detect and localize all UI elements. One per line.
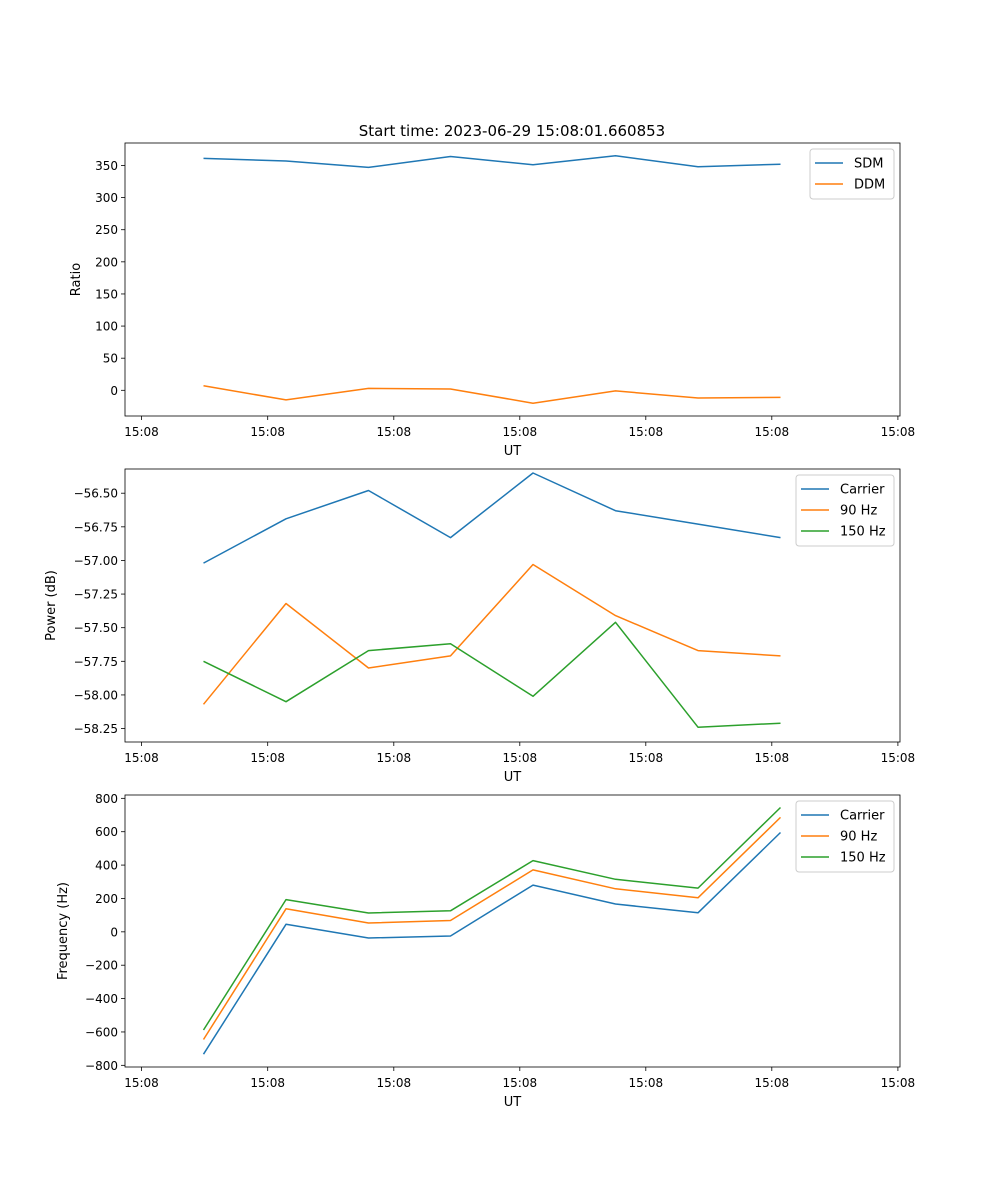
x-tick-label: 15:08 xyxy=(881,1076,916,1090)
y-tick-label: 200 xyxy=(95,892,118,906)
series-line-90-hz xyxy=(202,563,781,705)
y-axis-label: Frequency (Hz) xyxy=(56,882,71,980)
y-tick-label: −57.75 xyxy=(74,655,118,669)
x-tick-label: 15:08 xyxy=(755,1076,790,1090)
y-tick-label: −56.50 xyxy=(74,487,118,501)
y-tick-label: −600 xyxy=(85,1025,118,1039)
legend: SDM DDM xyxy=(809,148,895,200)
x-axis-label: UT xyxy=(504,770,522,785)
y-tick-label: 400 xyxy=(95,859,118,873)
y-tick-label: 0 xyxy=(110,925,118,939)
legend-box xyxy=(809,148,895,200)
chart-panel-1: 15:08 15:08 15:08 15:08 15:08 15:08 15:08 0 50 10… xyxy=(69,142,916,459)
x-tick-label: 15:08 xyxy=(629,751,664,765)
x-tick-label: 15:08 xyxy=(250,1076,285,1090)
legend-label: 150 Hz xyxy=(840,851,886,866)
y-tick-label: −58.00 xyxy=(74,688,118,702)
x-tick-label: 15:08 xyxy=(629,1076,664,1090)
y-tick-label: −56.75 xyxy=(74,520,118,534)
y-tick-label: −57.25 xyxy=(74,588,118,602)
y-tick-label: −200 xyxy=(85,959,118,973)
y-tick-label: 50 xyxy=(103,352,118,366)
x-tick-label: 15:08 xyxy=(881,751,916,765)
legend: Carrier 90 Hz 150 Hz xyxy=(795,474,895,547)
series-line-ddm xyxy=(203,385,781,404)
legend: Carrier 90 Hz 150 Hz xyxy=(795,800,895,873)
legend-box xyxy=(795,474,895,547)
y-tick-label: −57.00 xyxy=(74,554,118,568)
x-tick-label: 15:08 xyxy=(503,751,538,765)
y-tick-label: 0 xyxy=(110,384,118,398)
series-line-carrier xyxy=(203,472,781,564)
axes-frame xyxy=(124,794,901,1068)
x-tick-label: 15:08 xyxy=(124,425,159,439)
legend-label: 90 Hz xyxy=(840,504,877,519)
y-tick-label: 200 xyxy=(95,255,118,269)
y-tick-label: −58.25 xyxy=(74,722,118,736)
series-line-carrier xyxy=(202,831,782,1055)
x-tick-label: 15:08 xyxy=(124,1076,159,1090)
x-tick-label: 15:08 xyxy=(377,751,412,765)
y-tick-label: 350 xyxy=(95,159,118,173)
y-tick-label: 250 xyxy=(95,223,118,237)
x-tick-label: 15:08 xyxy=(250,751,285,765)
axes-frame xyxy=(124,468,901,743)
x-tick-label: 15:08 xyxy=(755,751,790,765)
axes-frame xyxy=(124,142,901,417)
legend-label: SDM xyxy=(854,157,883,172)
y-axis-label: Power (dB) xyxy=(44,570,59,641)
x-tick-label: 15:08 xyxy=(377,425,412,439)
chart-panel-3: 15:08 15:08 15:08 15:08 15:08 15:08 15:08 −800 −… xyxy=(56,792,915,1110)
legend-label: Carrier xyxy=(840,483,885,498)
x-tick-label: 15:08 xyxy=(881,425,916,439)
y-tick-label: 150 xyxy=(95,287,118,301)
legend-label: 150 Hz xyxy=(840,525,886,540)
y-tick-label: 800 xyxy=(95,792,118,806)
x-tick-label: 15:08 xyxy=(755,425,790,439)
x-tick-label: 15:08 xyxy=(503,1076,538,1090)
series-line-150-hz xyxy=(203,621,781,728)
series-line-sdm xyxy=(203,155,781,169)
series-line-150-hz xyxy=(202,806,782,1031)
y-tick-label: 600 xyxy=(95,825,118,839)
figure-title: Start time: 2023-06-29 15:08:01.660853 xyxy=(359,122,665,140)
y-tick-label: 100 xyxy=(95,320,118,334)
x-axis-label: UT xyxy=(504,444,522,459)
legend-label: DDM xyxy=(854,178,885,193)
legend-box xyxy=(795,800,895,873)
y-axis-label: Ratio xyxy=(69,263,84,296)
y-tick-label: 300 xyxy=(95,191,118,205)
x-tick-label: 15:08 xyxy=(503,425,538,439)
legend-label: Carrier xyxy=(840,809,885,824)
y-tick-label: −400 xyxy=(85,992,118,1006)
chart-panel-2: 15:08 15:08 15:08 15:08 15:08 15:08 15:08 −58.2… xyxy=(44,468,916,785)
x-tick-label: 15:08 xyxy=(250,425,285,439)
x-tick-label: 15:08 xyxy=(377,1076,412,1090)
series-line-90-hz xyxy=(202,816,782,1040)
x-tick-label: 15:08 xyxy=(629,425,664,439)
y-tick-label: −800 xyxy=(85,1059,118,1073)
x-tick-label: 15:08 xyxy=(124,751,159,765)
x-axis-label: UT xyxy=(504,1095,522,1110)
legend-label: 90 Hz xyxy=(840,830,877,845)
y-tick-label: −57.50 xyxy=(74,621,118,635)
